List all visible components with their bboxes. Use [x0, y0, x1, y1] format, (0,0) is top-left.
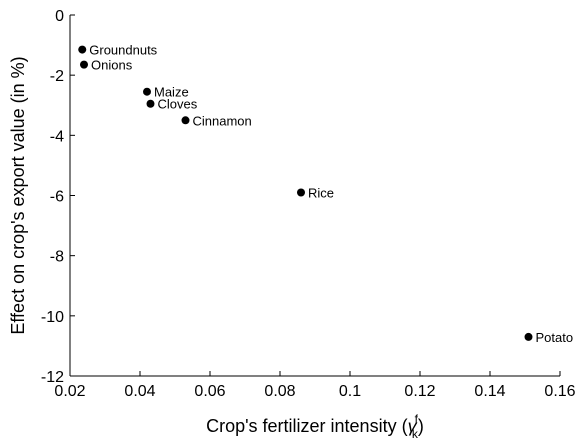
x-tick-label: 0.06 — [194, 383, 225, 400]
y-tick-label: -8 — [50, 249, 64, 266]
data-point-label: Rice — [308, 185, 334, 200]
data-point — [80, 60, 88, 69]
data-point-label: Onions — [91, 58, 133, 73]
data-point-label: Groundnuts — [89, 43, 157, 58]
x-tick-label: 0.02 — [54, 383, 85, 400]
data-point — [524, 332, 533, 341]
x-axis-title-text: Crop's fertilizer intensity ( — [206, 416, 408, 436]
x-axis-title-sup: f — [415, 412, 419, 426]
data-point-label: Maize — [154, 85, 189, 100]
y-tick-label: -10 — [41, 309, 64, 326]
x-tick-label: 0.1 — [339, 383, 361, 400]
data-point — [146, 99, 155, 108]
y-tick-label: 0 — [55, 8, 64, 25]
axes: 0.02 0.04 0.06 0.08 0.1 0.12 0.14 0.16 0 -2 -4 -6 -8… — [41, 8, 576, 400]
data-point — [181, 116, 190, 125]
x-tick-label: 0.16 — [544, 383, 575, 400]
x-axis-title-sub: k — [412, 427, 419, 441]
data-point — [143, 87, 151, 96]
data-point-label: Potato — [536, 330, 574, 345]
x-tick-label: 0.12 — [404, 383, 435, 400]
data-point-label: Cloves — [158, 97, 198, 112]
x-axis-title-close: ) — [418, 416, 424, 436]
y-axis-title: Effect on crop's export value (in %) — [8, 56, 28, 334]
y-tick-label: -2 — [50, 68, 64, 85]
data-point-label: Cinnamon — [193, 113, 252, 128]
data-point — [297, 188, 305, 197]
x-axis-title-symbol: γ — [408, 416, 418, 436]
x-tick-label: 0.14 — [474, 383, 505, 400]
y-tick-label: -12 — [41, 369, 64, 386]
x-tick-label: 0.08 — [264, 383, 295, 400]
y-tick-label: -4 — [50, 128, 64, 145]
x-axis-title: Crop's fertilizer intensity (γf k) — [206, 412, 424, 441]
data-point — [78, 45, 87, 54]
x-tick-label: 0.04 — [124, 383, 155, 400]
y-tick-label: -6 — [50, 189, 64, 206]
